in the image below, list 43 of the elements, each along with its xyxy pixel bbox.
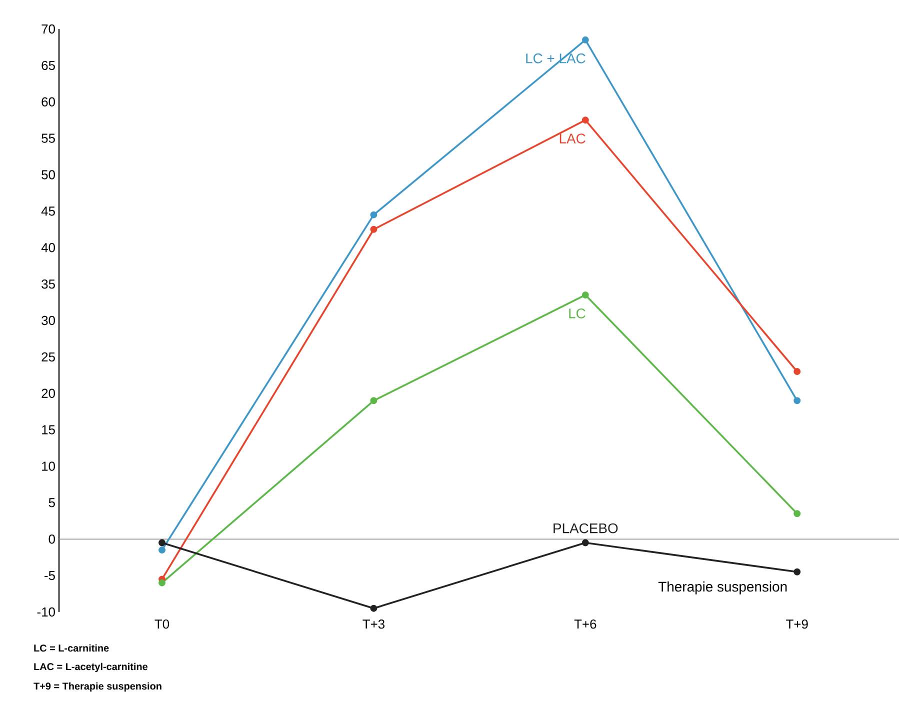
point <box>158 579 166 586</box>
point <box>370 397 378 404</box>
y-tick-label: -10 <box>37 607 55 617</box>
point <box>582 539 589 546</box>
y-tick-label: 15 <box>42 425 55 434</box>
x-tick-label: T0 <box>154 620 170 629</box>
point <box>582 36 589 44</box>
point <box>158 539 166 546</box>
series-label: LC <box>569 308 586 318</box>
y-tick-label: 60 <box>42 97 55 106</box>
y-tick-label: 0 <box>48 534 55 544</box>
y-tick-label: 65 <box>42 60 55 70</box>
y-tick-label: 50 <box>42 170 55 180</box>
point <box>582 116 589 124</box>
point <box>794 397 801 404</box>
y-tick-label: 70 <box>42 24 55 34</box>
y-tick-label: 5 <box>48 498 55 508</box>
x-tick-label: T+9 <box>786 620 808 629</box>
y-tick-label: 55 <box>42 134 55 143</box>
text: LC = L-carnitine <box>34 644 109 652</box>
y-tick-label: -5 <box>44 571 55 580</box>
y-tick-label: 20 <box>42 388 55 398</box>
point <box>370 226 378 233</box>
y-tick-label: 35 <box>42 279 55 289</box>
series-label: PLACEBO <box>554 523 618 534</box>
text: T+9 = Therapie suspension <box>34 682 162 692</box>
x-tick-label: T+3 <box>362 620 384 629</box>
point <box>794 568 801 576</box>
x-tick-label: T+6 <box>574 620 596 629</box>
y-tick-label: 40 <box>41 243 55 252</box>
y-tick-label: 25 <box>42 352 55 362</box>
y-tick-label: 45 <box>41 206 55 216</box>
annotation: Therapie suspension <box>658 581 787 594</box>
y-tick-label: 30 <box>42 316 55 326</box>
point <box>794 510 801 518</box>
point <box>794 368 801 375</box>
y-tick-label: 10 <box>42 462 55 471</box>
point <box>158 546 166 554</box>
point <box>370 604 378 612</box>
series-label: LAC <box>560 134 586 144</box>
text: LAC = L-acetyl-carnitine <box>34 662 148 672</box>
point <box>582 291 589 298</box>
point <box>370 211 378 218</box>
